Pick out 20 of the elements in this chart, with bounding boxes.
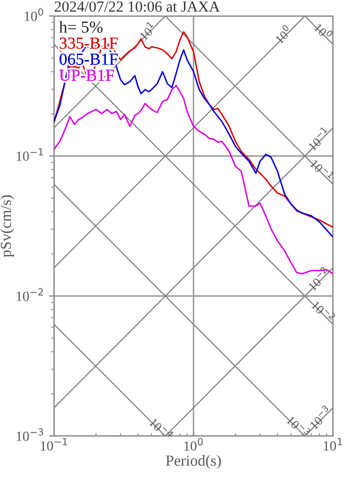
y-tick-label: 10$^{−3}$ bbox=[16, 428, 44, 441]
x-tick-label: 10$^{0}$ bbox=[184, 438, 203, 451]
annotation: 10$^{−1}$ bbox=[306, 126, 331, 152]
annotation: 10$^{−2}$ bbox=[311, 298, 336, 324]
x-tick-label: 10$^{−1}$ bbox=[40, 438, 68, 451]
series-label: 335-B1F bbox=[60, 38, 118, 49]
annotation: 10$^{0}$ bbox=[272, 24, 293, 44]
x-axis-title: Period(s) bbox=[166, 455, 221, 469]
y-tick-label: 10$^{−2}$ bbox=[16, 288, 43, 301]
annotation: 10$^{−1}$ bbox=[310, 157, 334, 182]
annotation: 10$^{−2}$ bbox=[306, 266, 331, 292]
annotation: 10$^{1}$ bbox=[137, 21, 157, 41]
y-axis-title: pSv(cm/s) bbox=[0, 195, 14, 258]
annotation: 10$^{−4}$ bbox=[148, 416, 174, 441]
annotation: 10$^{0}$ bbox=[314, 21, 334, 41]
y-tick-label: 10$^{0}$ bbox=[24, 8, 44, 21]
chart-title: 2024/07/22 10:06 at JAXA bbox=[54, 1, 220, 12]
legend-title: h= 5% bbox=[59, 21, 103, 33]
x-tick-label: 10$^{1}$ bbox=[324, 438, 342, 451]
y-tick-label: 10$^{−1}$ bbox=[16, 148, 43, 161]
